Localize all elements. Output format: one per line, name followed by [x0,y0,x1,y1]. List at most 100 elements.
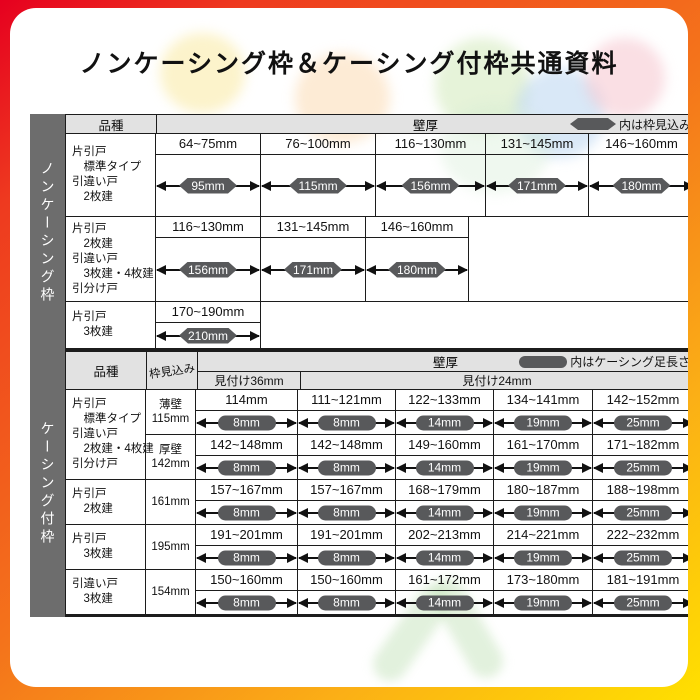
dimension-pill: 8mm [217,505,276,520]
wall-range-label: 116~130mm [376,134,485,155]
dimension-pill: 210mm [179,328,237,344]
dimension-arrow: 25mm [593,456,688,479]
table2-subrow: 161mm 157~167mm 8mm 157~167mm 8mm 168~179mm 14… [146,480,688,524]
arrowhead-right-icon [250,264,260,275]
dimension-arrow: 19mm [494,411,592,434]
dimension-arrow: 25mm [593,546,688,569]
arrowhead-left-icon [593,462,603,473]
arrowhead-left-icon [261,264,271,275]
arrowhead-right-icon [385,597,395,608]
arrowhead-right-icon [683,507,688,518]
table2-subrow: 195mm 191~201mm 8mm 191~201mm 8mm 202~213mm 14… [146,525,688,569]
table2-row: 引違い戸 3枚建 154mm 150~160mm 8mm 150~160mm 8mm 161… [66,570,688,614]
watermark-blob [160,33,245,113]
wall-range-label: 122~133mm [396,390,493,411]
arrowhead-right-icon [458,264,468,275]
wall-range-label: 222~232mm [593,525,688,546]
table2-rows: 片引戸 標準タイプ 引違い戸 2枚建・4枚建 引分け戸 薄壁 115mm 114mm 8mm… [66,390,688,614]
watermark-blob [585,38,665,118]
dimension-pill: 25mm [614,595,672,610]
table2-subheader: 見付け36mm 見付け24mm [198,372,688,389]
arrowhead-left-icon [396,507,406,518]
table1-side-label: ノンケーシング枠 [30,114,65,351]
arrowhead-right-icon [287,507,297,518]
dimension-arrow: 25mm [593,501,688,524]
arrowhead-left-icon [396,417,406,428]
arrowhead-right-icon [287,417,297,428]
dimension-arrow: 8mm [298,546,395,569]
dimension-pill: 14mm [415,415,474,430]
dimension-arrow: 156mm [376,155,485,216]
dimension-arrow: 8mm [196,411,297,434]
dimension-arrow: 14mm [396,411,493,434]
dimension-arrow: 8mm [196,546,297,569]
product-kind-cell: 片引戸 2枚建 [66,480,146,524]
wall-range-label: 181~191mm [593,570,688,591]
wall-range-label: 149~160mm [396,435,493,456]
dimension-pill: 8mm [217,460,276,475]
legend-pill-icon [519,355,568,368]
arrowhead-left-icon [196,552,206,563]
arrowhead-left-icon [589,180,599,191]
legend-pill-icon [570,118,616,130]
wall-range-label: 157~167mm [298,480,395,501]
dimension-pill: 19mm [514,460,572,475]
arrowhead-left-icon [593,552,603,563]
table2-legend: 内はケーシング足長さ [519,352,688,371]
arrowhead-right-icon [683,462,688,473]
product-kind-cell: 片引戸 標準タイプ 引違い戸 2枚建・4枚建 引分け戸 [66,390,154,479]
wall-range-label: 173~180mm [494,570,592,591]
arrowhead-right-icon [385,462,395,473]
arrowhead-right-icon [683,417,688,428]
arrowhead-left-icon [396,552,406,563]
table2-row: 片引戸 2枚建 161mm 157~167mm 8mm 157~167mm 8mm 168~… [66,480,688,525]
dimension-pill: 8mm [317,505,376,520]
dimension-pill: 19mm [514,415,572,430]
dimension-arrow: 19mm [494,456,592,479]
arrowhead-left-icon [196,462,206,473]
dimension-pill: 8mm [217,415,276,430]
dimension-pill: 171mm [508,178,566,194]
wall-range-label: 114mm [196,390,297,411]
frame-depth-line: 154mm [151,586,190,598]
table1-main: 品種 壁厚 内は枠見込み 片引戸 標準タイプ 引違い戸 2枚建 64~75mm 95m… [65,114,688,351]
wall-range-label: 170~190mm [156,302,260,323]
frame-depth-cell: 厚壁 142mm [146,435,196,479]
wall-range-cell: 191~201mm 8mm [298,525,396,569]
wall-range-label: 64~75mm [156,134,260,155]
table1-header: 品種 壁厚 内は枠見込み [66,115,688,134]
wall-range-label: 202~213mm [396,525,493,546]
dimension-arrow: 8mm [298,411,395,434]
arrowhead-right-icon [483,552,493,563]
arrowhead-left-icon [196,417,206,428]
arrowhead-left-icon [298,552,308,563]
wall-range-cell: 180~187mm 19mm [494,480,593,524]
dimension-pill: 156mm [179,262,237,278]
arrowhead-right-icon [582,507,592,518]
dimension-pill: 25mm [614,505,672,520]
dimension-pill: 180mm [613,178,671,194]
frame-depth-line: 161mm [151,496,190,508]
arrowhead-right-icon [683,597,688,608]
dimension-arrow: 180mm [366,238,468,301]
kind-line: 標準タイプ [72,161,141,173]
kind-line: 2枚建 [72,237,113,250]
table2-subrow-group: 薄壁 115mm 114mm 8mm 111~121mm 8mm 122~133mm 14mm… [146,390,688,479]
wall-range-label: 168~179mm [396,480,493,501]
kind-line: 3枚建 [72,548,113,560]
table1-rows: 片引戸 標準タイプ 引違い戸 2枚建 64~75mm 95mm 76~100mm 115m… [66,134,688,348]
table2-header-wall: 壁厚 内はケーシング足長さ [198,352,688,372]
frame-depth-line: 142mm [151,458,190,470]
wall-range-cell: 181~191mm 25mm [593,570,688,614]
arrowhead-left-icon [156,264,166,275]
arrowhead-left-icon [396,462,406,473]
wall-range-label: 157~167mm [196,480,297,501]
table2-header-mikomi: 枠見込み [147,352,198,389]
wall-range-cell: 188~198mm 25mm [593,480,688,524]
wall-range-cell: 170~190mm 210mm [156,302,261,348]
arrowhead-right-icon [483,597,493,608]
wall-range-label: 76~100mm [261,134,375,155]
arrowhead-right-icon [582,417,592,428]
arrowhead-right-icon [287,462,297,473]
wall-range-label: 116~130mm [156,217,260,238]
